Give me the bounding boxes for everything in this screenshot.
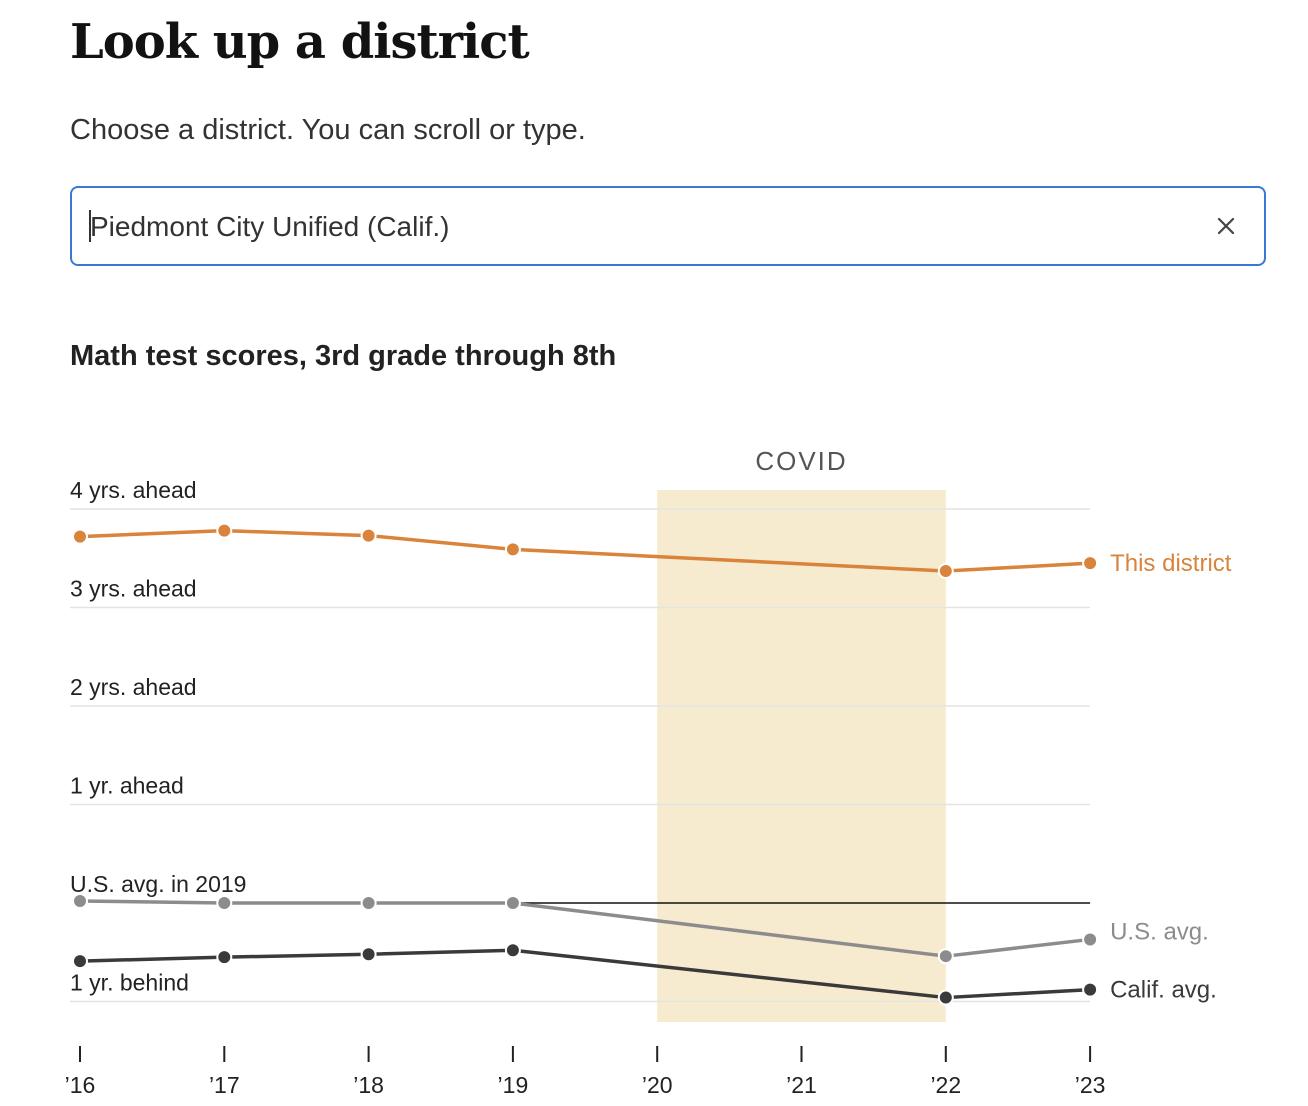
text-cursor [89, 210, 91, 242]
u-s-avg-point [504, 895, 521, 911]
this-district-point [72, 528, 88, 545]
calif-avg-point [216, 949, 233, 966]
x-tick-label: ’17 [209, 1072, 240, 1098]
u-s-avg-point [1082, 931, 1099, 948]
chart-title: Math test scores, 3rd grade through 8th [70, 340, 617, 372]
x-tick-label: ’18 [353, 1072, 384, 1098]
this-district-point [1082, 555, 1099, 572]
covid-shaded-region [657, 490, 946, 1022]
u-s-avg-series-label: U.S. avg. [1110, 918, 1209, 945]
this-district-point [216, 522, 233, 539]
y-tick-label: U.S. avg. in 2019 [70, 871, 246, 897]
this-district-series-label: This district [1110, 550, 1232, 577]
calif-avg-point [937, 989, 954, 1006]
this-district-point [937, 563, 954, 580]
u-s-avg-point [360, 895, 377, 911]
u-s-avg-point [216, 895, 233, 911]
x-tick-label: ’16 [65, 1072, 96, 1098]
u-s-avg-line [79, 899, 1091, 958]
u-s-avg-point [937, 948, 954, 965]
calif-avg-point [504, 942, 521, 959]
u-s-avg-point [72, 893, 88, 910]
y-tick-label: 3 yrs. ahead [70, 576, 197, 602]
page-title: Look up a district [70, 14, 530, 70]
x-tick-label: ’22 [930, 1072, 961, 1098]
calif-avg-series-label: Calif. avg. [1110, 977, 1217, 1004]
x-tick-label: ’20 [642, 1072, 673, 1098]
y-tick-label: 1 yr. ahead [70, 773, 184, 799]
x-tick-label: ’19 [498, 1072, 529, 1098]
calif-avg-point [360, 946, 377, 963]
district-search-input[interactable]: Piedmont City Unified (Calif.) [70, 186, 1266, 266]
y-tick-label: 2 yrs. ahead [70, 674, 197, 700]
district-search-value: Piedmont City Unified (Calif.) [90, 211, 450, 242]
this-district-point [360, 527, 377, 544]
covid-label: COVID [755, 446, 847, 476]
x-tick-label: ’23 [1075, 1072, 1106, 1098]
calif-avg-point [72, 953, 88, 970]
instructions-text: Choose a district. You can scroll or typ… [70, 114, 586, 146]
calif-avg-line [79, 948, 1091, 1000]
x-tick-label: ’21 [786, 1072, 817, 1098]
this-district-point [504, 541, 521, 558]
this-district-line [79, 528, 1091, 573]
close-icon[interactable] [1214, 214, 1238, 238]
y-tick-label: 1 yr. behind [70, 970, 189, 996]
y-tick-label: 4 yrs. ahead [70, 477, 197, 503]
calif-avg-point [1082, 981, 1099, 998]
